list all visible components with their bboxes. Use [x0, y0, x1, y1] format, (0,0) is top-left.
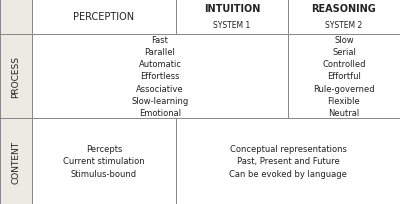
- Bar: [32, 35, 288, 118]
- Text: Slow
Serial
Controlled
Effortful
Rule-governed
Flexible
Neutral: Slow Serial Controlled Effortful Rule-go…: [313, 36, 375, 117]
- Text: CONTENT: CONTENT: [12, 140, 20, 183]
- Text: PERCEPTION: PERCEPTION: [74, 12, 134, 22]
- Bar: [0, 0, 32, 35]
- Bar: [32, 0, 176, 35]
- Text: REASONING: REASONING: [312, 4, 376, 14]
- Bar: [0, 35, 32, 118]
- Text: INTUITION: INTUITION: [204, 4, 260, 14]
- Bar: [0, 118, 32, 204]
- Bar: [176, 118, 400, 204]
- Text: SYSTEM 2: SYSTEM 2: [325, 21, 363, 30]
- Text: PROCESS: PROCESS: [12, 56, 20, 97]
- Text: Fast
Parallel
Automatic
Effortless
Associative
Slow-learning
Emotional: Fast Parallel Automatic Effortless Assoc…: [131, 36, 189, 117]
- Bar: [288, 0, 400, 35]
- Bar: [288, 35, 400, 118]
- Text: SYSTEM 1: SYSTEM 1: [213, 21, 251, 30]
- Text: Conceptual representations
Past, Present and Future
Can be evoked by language: Conceptual representations Past, Present…: [229, 145, 347, 178]
- Bar: [176, 0, 288, 35]
- Text: Percepts
Current stimulation
Stimulus-bound: Percepts Current stimulation Stimulus-bo…: [63, 145, 145, 178]
- Bar: [32, 118, 176, 204]
